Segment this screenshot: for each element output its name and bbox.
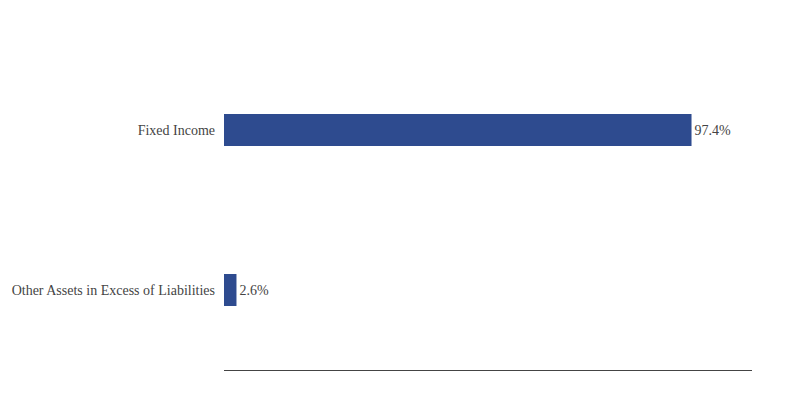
- svg-text:Fixed Income: Fixed Income: [138, 123, 215, 138]
- svg-text:97.4%: 97.4%: [695, 123, 732, 138]
- svg-text:Other Assets in Excess of Liab: Other Assets in Excess of Liabilities: [12, 283, 215, 298]
- svg-text:2.6%: 2.6%: [239, 283, 269, 298]
